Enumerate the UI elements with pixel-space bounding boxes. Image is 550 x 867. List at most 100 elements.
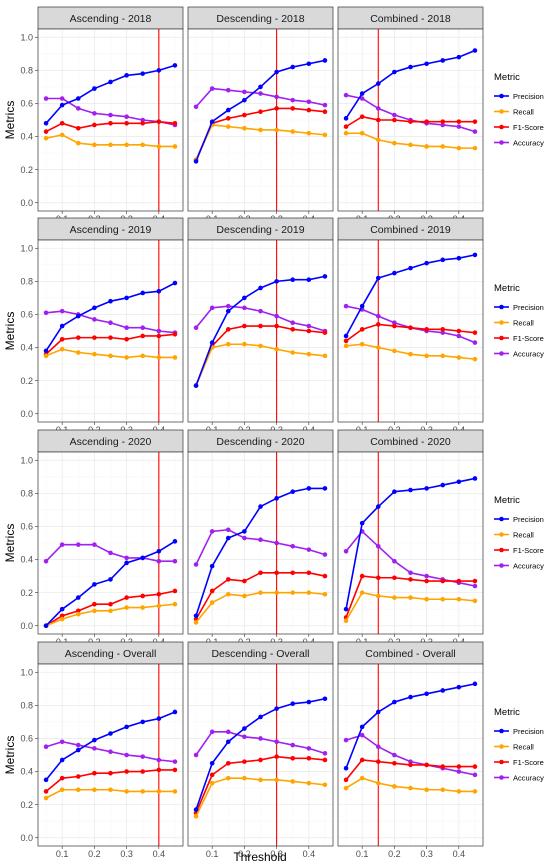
legend-label-accuracy: Accuracy	[513, 349, 544, 358]
data-point-f1-score	[456, 119, 462, 124]
data-point-recall	[209, 780, 215, 786]
data-point-f1-score	[274, 106, 279, 111]
data-point-precision	[274, 496, 279, 501]
data-point-f1-score	[75, 774, 81, 779]
data-point-precision	[359, 520, 365, 526]
data-point-accuracy	[258, 308, 263, 314]
data-point-recall	[322, 782, 328, 788]
data-point-recall	[343, 618, 349, 624]
data-point-f1-score	[43, 789, 49, 794]
panel-border	[337, 28, 484, 212]
legend-marker-precision	[499, 93, 504, 99]
data-point-f1-score	[306, 328, 312, 334]
data-point-f1-score	[424, 762, 429, 768]
data-point-accuracy	[472, 129, 478, 134]
data-point-f1-score	[359, 114, 365, 119]
data-point-precision	[258, 84, 263, 90]
data-point-recall	[209, 600, 215, 605]
data-point-f1-score	[306, 107, 312, 113]
data-point-accuracy	[43, 558, 49, 564]
data-point-f1-score	[242, 578, 247, 584]
data-point-f1-score	[290, 756, 296, 761]
data-point-precision	[225, 535, 231, 541]
data-point-f1-score	[359, 757, 365, 763]
y-tick-label: 0.6	[20, 734, 33, 744]
data-point-f1-score	[172, 332, 178, 337]
data-point-recall	[75, 611, 81, 617]
legend-label-precision: Precision	[513, 515, 544, 524]
y-tick-label: 0.2	[20, 376, 33, 386]
data-point-f1-score	[156, 591, 162, 597]
x-tick-label: 0.1	[206, 849, 219, 859]
data-point-precision	[59, 323, 65, 329]
data-point-precision	[108, 298, 113, 304]
data-point-f1-score	[59, 336, 65, 342]
data-point-accuracy	[472, 340, 478, 345]
data-point-recall	[258, 590, 263, 595]
y-tick-label: 1.0	[20, 667, 33, 677]
legend-marker-f1-score	[499, 124, 504, 130]
data-point-accuracy	[209, 305, 215, 311]
data-point-recall	[193, 813, 199, 819]
data-point-recall	[43, 135, 49, 141]
data-point-precision	[375, 81, 381, 86]
data-point-accuracy	[392, 320, 397, 326]
data-point-precision	[472, 681, 478, 687]
data-point-precision	[92, 305, 97, 311]
data-point-accuracy	[124, 114, 129, 119]
data-point-f1-score	[343, 124, 349, 129]
data-point-precision	[193, 613, 199, 619]
data-point-precision	[456, 684, 462, 690]
data-point-precision	[140, 71, 146, 76]
legend-marker-recall	[499, 320, 504, 325]
panel-ascending-2018: Ascending - 20180.00.20.40.60.81.00.10.2…	[3, 6, 184, 224]
legend-label-precision: Precision	[513, 303, 544, 312]
data-point-f1-score	[140, 593, 146, 599]
data-point-recall	[472, 356, 478, 362]
y-tick-label: 0.0	[20, 409, 33, 419]
data-point-accuracy	[306, 323, 312, 329]
data-point-precision	[242, 726, 247, 731]
data-point-recall	[392, 348, 397, 354]
data-point-accuracy	[43, 744, 49, 750]
data-point-precision	[424, 260, 429, 266]
data-point-recall	[290, 590, 296, 595]
data-point-f1-score	[209, 588, 215, 594]
data-point-recall	[424, 144, 429, 149]
data-point-precision	[140, 290, 146, 296]
data-point-recall	[172, 355, 178, 360]
x-tick-label: 0.2	[238, 849, 251, 859]
data-point-f1-score	[392, 760, 397, 766]
legend-title: Metric	[494, 495, 520, 506]
data-point-precision	[343, 606, 349, 612]
data-point-recall	[59, 616, 65, 622]
data-point-recall	[472, 789, 478, 794]
x-tick-label: 0.1	[56, 849, 69, 859]
data-point-recall	[75, 350, 81, 355]
data-point-accuracy	[306, 99, 312, 105]
y-tick-label: 0.4	[20, 767, 33, 777]
data-point-recall	[359, 341, 365, 347]
panel-title: Descending - 2019	[216, 224, 304, 236]
data-point-accuracy	[290, 97, 296, 103]
data-point-f1-score	[375, 322, 381, 327]
data-point-precision	[172, 709, 178, 715]
x-tick-label: 0.4	[153, 849, 166, 859]
data-point-precision	[140, 555, 146, 561]
data-point-precision	[472, 48, 478, 53]
data-point-accuracy	[124, 555, 129, 561]
data-point-accuracy	[456, 769, 462, 774]
panel-border	[187, 239, 334, 423]
data-point-accuracy	[375, 313, 381, 319]
data-point-precision	[392, 489, 397, 495]
data-point-precision	[290, 64, 296, 70]
data-point-precision	[193, 807, 199, 812]
legend-label-accuracy: Accuracy	[513, 561, 544, 570]
y-tick-label: 0.0	[20, 621, 33, 631]
panel-border	[187, 451, 334, 635]
x-tick-label: 0.4	[303, 849, 316, 859]
data-point-f1-score	[92, 770, 97, 776]
data-point-f1-score	[392, 117, 397, 123]
